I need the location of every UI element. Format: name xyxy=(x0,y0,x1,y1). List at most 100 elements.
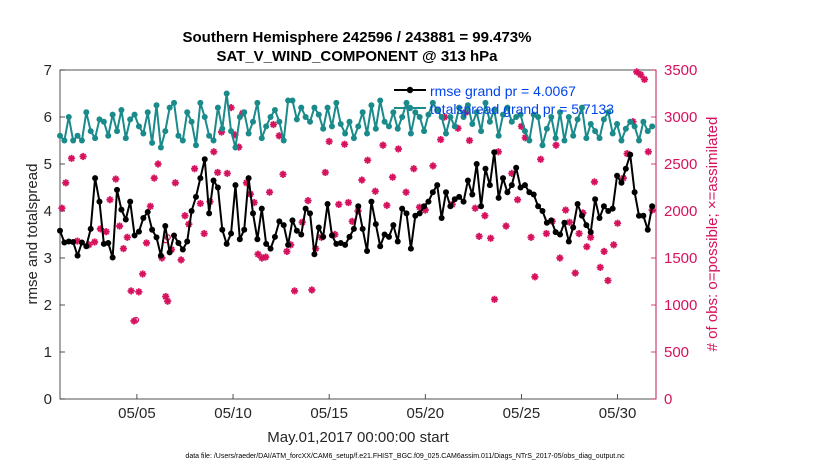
rmse-point xyxy=(87,225,94,232)
rmse-point xyxy=(600,203,607,210)
rmse-point xyxy=(122,216,129,223)
rmse-point xyxy=(219,226,226,233)
rmse-point xyxy=(482,165,489,172)
rmse-point xyxy=(381,231,388,238)
obs-assimilated-marker xyxy=(389,173,397,181)
legend-rmse-marker xyxy=(406,86,414,94)
totalspread-point xyxy=(74,132,81,139)
rmse-point xyxy=(192,193,199,200)
totalspread-point xyxy=(157,144,164,151)
rmse-point xyxy=(530,191,537,198)
rmse-point xyxy=(442,189,449,196)
totalspread-point xyxy=(535,114,542,120)
rmse-point xyxy=(78,239,85,246)
rmse-point xyxy=(249,210,256,217)
totalspread-point xyxy=(583,135,590,142)
obs-assimilated-marker xyxy=(196,199,204,208)
totalspread-point xyxy=(561,137,568,144)
rmse-point xyxy=(543,219,550,226)
obs-assimilated-marker xyxy=(79,152,87,161)
totalspread-point xyxy=(276,118,283,125)
rmse-point xyxy=(109,254,116,261)
rmse-point xyxy=(92,175,99,182)
totalspread-point xyxy=(486,118,493,125)
rmse-point xyxy=(635,212,642,219)
obs-assimilated-marker xyxy=(265,188,274,196)
obs-assimilated-marker xyxy=(600,247,608,256)
rmse-point xyxy=(609,205,616,212)
obs-assimilated-marker xyxy=(58,204,66,212)
obs-assimilated-marker xyxy=(262,253,270,261)
x-tick-label: 05/15 xyxy=(310,405,348,422)
totalspread-series xyxy=(57,90,656,151)
totalspread-point xyxy=(587,121,594,128)
rmse-point xyxy=(324,200,331,207)
x-axis-label: May.01,2017 00:00:00 start xyxy=(267,429,449,446)
obs-assimilated-marker xyxy=(164,297,172,305)
rmse-point xyxy=(574,200,581,207)
rmse-point xyxy=(254,236,261,243)
obs-assimilated-marker xyxy=(91,238,99,246)
rmse-point xyxy=(557,231,564,238)
rmse-point xyxy=(438,215,445,222)
totalspread-point xyxy=(403,99,410,106)
totalspread-point xyxy=(188,118,195,125)
totalspread-point xyxy=(232,144,239,151)
rmse-point xyxy=(83,243,90,250)
totalspread-point xyxy=(96,116,103,123)
footnote: data file: /Users/raeder/DAI/ATM_forcXX/… xyxy=(185,453,625,460)
totalspread-point xyxy=(87,128,94,135)
left-axis-label: rmse and totalspread xyxy=(24,164,41,305)
totalspread-point xyxy=(118,106,125,113)
obs-assimilated-marker xyxy=(116,222,124,230)
totalspread-point xyxy=(592,128,599,135)
legend-spread-marker xyxy=(406,104,414,112)
obs-assimilated-marker xyxy=(562,206,570,214)
rmse-point xyxy=(289,217,296,224)
rmse-point xyxy=(201,156,208,163)
totalspread-point xyxy=(289,97,296,104)
obs-assimilated-marker xyxy=(640,75,649,83)
rmse-point xyxy=(561,219,568,226)
obs-assimilated-marker xyxy=(358,176,366,184)
totalspread-point xyxy=(631,123,638,130)
chart-subtitle: SAT_V_WIND_COMPONENT @ 313 hPa xyxy=(216,48,498,65)
rmse-point xyxy=(464,177,471,184)
rmse-point xyxy=(105,239,112,246)
totalspread-point xyxy=(267,114,274,120)
right-tick-label: 1000 xyxy=(664,297,697,314)
totalspread-point xyxy=(65,114,72,120)
obs-assimilated-marker xyxy=(402,188,410,196)
obs-assimilated-marker xyxy=(106,196,114,204)
totalspread-point xyxy=(210,137,217,144)
rmse-point xyxy=(171,232,178,239)
totalspread-point xyxy=(342,130,349,137)
rmse-point xyxy=(583,222,590,229)
obs-assimilated-marker xyxy=(177,256,185,264)
totalspread-point xyxy=(407,130,414,137)
totalspread-point xyxy=(377,97,384,104)
obs-assimilated-marker xyxy=(139,270,147,278)
totalspread-point xyxy=(92,135,99,142)
rmse-point xyxy=(412,212,419,219)
obs-assimilated-marker xyxy=(127,287,135,295)
totalspread-point xyxy=(478,128,485,135)
totalspread-point xyxy=(517,111,524,118)
totalspread-point xyxy=(473,109,480,116)
rmse-point xyxy=(491,149,498,156)
rmse-point xyxy=(302,205,309,212)
obs-assimilated-marker xyxy=(556,254,564,262)
obs-assimilated-marker xyxy=(223,169,231,177)
rmse-point xyxy=(500,175,507,182)
totalspread-point xyxy=(372,125,379,132)
totalspread-point xyxy=(530,111,537,118)
totalspread-point xyxy=(508,118,515,125)
right-axis-label: # of obs: o=possible; ×=assimilated xyxy=(704,117,721,352)
obs-assimilated-marker xyxy=(269,120,278,129)
obs-assimilated-marker xyxy=(613,219,622,227)
x-tick-label: 05/25 xyxy=(503,405,541,422)
rmse-point xyxy=(364,247,371,254)
rmse-point xyxy=(258,205,265,212)
rmse-point xyxy=(342,241,349,248)
